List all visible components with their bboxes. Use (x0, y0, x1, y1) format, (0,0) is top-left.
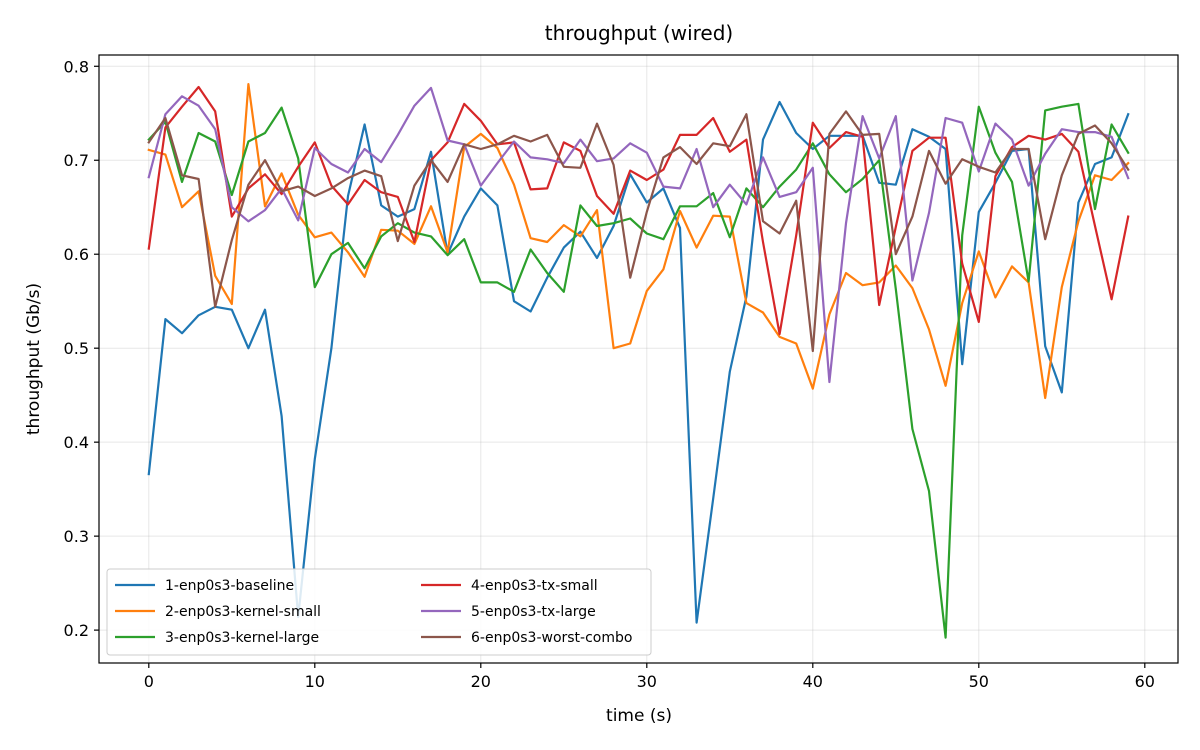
legend-entry-label: 2-enp0s3-kernel-small (165, 604, 321, 620)
y-tick-label: 0.5 (64, 339, 89, 358)
axis-ticks: 0 10 20 30 40 50 60 0.2 0.3 0.4 0.5 0.6 0.7 0.8 (64, 57, 1155, 691)
x-tick-label: 0 (144, 672, 154, 691)
series-line-2 (147, 82, 1130, 400)
series-line-3 (147, 102, 1130, 639)
y-tick-label: 0.2 (64, 621, 89, 640)
x-tick-label: 50 (969, 672, 989, 691)
legend-frame (106, 568, 652, 656)
series-lines (147, 82, 1130, 639)
x-tick-label: 40 (803, 672, 823, 691)
x-tick-label: 60 (1135, 672, 1155, 691)
legend: 1-enp0s3-baseline 2-enp0s3-kernel-small 3-… (106, 568, 652, 656)
y-tick-label: 0.7 (64, 151, 89, 170)
series-line-5 (147, 86, 1130, 384)
x-tick-label: 20 (471, 672, 491, 691)
plot-frame (98, 54, 1179, 664)
grid (99, 55, 1178, 663)
y-tick-label: 0.3 (64, 527, 89, 546)
x-tick-label: 10 (305, 672, 325, 691)
series-line-4 (147, 85, 1130, 336)
x-tick-label: 30 (637, 672, 657, 691)
y-axis-label: throughput (Gb/s) (24, 283, 44, 435)
series-line-6 (147, 110, 1130, 353)
legend-entry-label: 4-enp0s3-tx-small (471, 578, 598, 594)
y-tick-label: 0.4 (64, 433, 89, 452)
legend-entry-label: 3-enp0s3-kernel-large (165, 630, 319, 646)
series-line-1 (147, 100, 1130, 624)
y-tick-label: 0.8 (64, 57, 89, 76)
legend-entry-label: 5-enp0s3-tx-large (471, 604, 596, 620)
chart-title: throughput (wired) (545, 21, 733, 45)
x-axis-label: time (s) (606, 706, 672, 726)
y-tick-label: 0.6 (64, 245, 89, 264)
legend-entry-label: 1-enp0s3-baseline (165, 578, 294, 594)
legend-entry-label: 6-enp0s3-worst-combo (471, 630, 632, 646)
